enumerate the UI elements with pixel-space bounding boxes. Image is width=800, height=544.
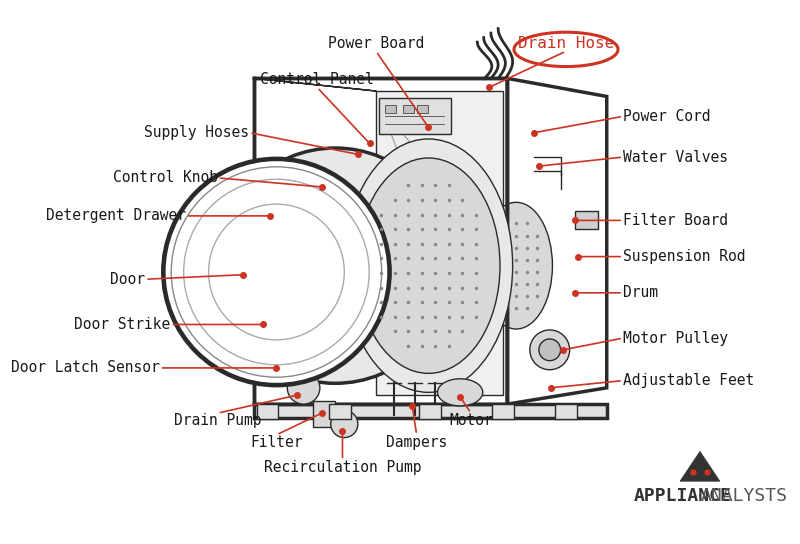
Circle shape xyxy=(163,159,390,385)
Bar xyxy=(492,404,514,418)
Bar xyxy=(313,401,335,426)
Bar xyxy=(555,404,577,418)
Text: Door Latch Sensor: Door Latch Sensor xyxy=(11,361,160,375)
Circle shape xyxy=(539,339,561,361)
Text: Adjustable Feet: Adjustable Feet xyxy=(623,373,754,388)
Text: Door Strike: Door Strike xyxy=(74,317,170,332)
Bar xyxy=(419,404,441,418)
Polygon shape xyxy=(254,78,376,91)
Circle shape xyxy=(330,411,358,437)
Bar xyxy=(575,212,598,230)
Text: Drain Hose: Drain Hose xyxy=(518,36,614,51)
Text: Suspension Rod: Suspension Rod xyxy=(623,249,746,264)
Text: Power Cord: Power Cord xyxy=(623,109,710,124)
Text: Detergent Drawer: Detergent Drawer xyxy=(46,208,186,224)
Ellipse shape xyxy=(480,202,553,329)
Text: Water Valves: Water Valves xyxy=(623,150,728,165)
Text: Motor Pulley: Motor Pulley xyxy=(623,331,728,345)
Bar xyxy=(403,106,414,113)
Bar xyxy=(417,106,427,113)
Polygon shape xyxy=(222,202,258,234)
Bar xyxy=(385,106,396,113)
Text: Drain Pump: Drain Pump xyxy=(174,413,262,428)
Text: Drum: Drum xyxy=(623,285,658,300)
Text: Filter: Filter xyxy=(250,435,302,450)
Text: Supply Hoses: Supply Hoses xyxy=(144,125,250,140)
Bar xyxy=(254,404,606,418)
Text: Motor: Motor xyxy=(449,413,493,428)
Bar xyxy=(329,404,350,418)
Circle shape xyxy=(530,330,570,370)
Circle shape xyxy=(263,200,278,214)
Ellipse shape xyxy=(438,379,482,406)
Bar xyxy=(257,404,278,418)
Text: Control Knob: Control Knob xyxy=(113,170,218,186)
Circle shape xyxy=(287,372,320,404)
Text: Dampers: Dampers xyxy=(386,435,447,450)
Text: Recirculation Pump: Recirculation Pump xyxy=(264,460,422,475)
Text: Door: Door xyxy=(110,272,146,287)
Circle shape xyxy=(218,148,453,384)
Bar xyxy=(378,98,451,134)
Text: Power Board: Power Board xyxy=(328,36,424,51)
Ellipse shape xyxy=(344,139,513,392)
Ellipse shape xyxy=(357,158,500,373)
Text: Control Panel: Control Panel xyxy=(260,72,374,88)
Polygon shape xyxy=(680,452,720,481)
Bar xyxy=(376,91,502,395)
Text: APPLIANCE: APPLIANCE xyxy=(634,487,732,505)
Text: Filter Board: Filter Board xyxy=(623,213,728,228)
Text: ANALYSTS: ANALYSTS xyxy=(701,487,788,505)
